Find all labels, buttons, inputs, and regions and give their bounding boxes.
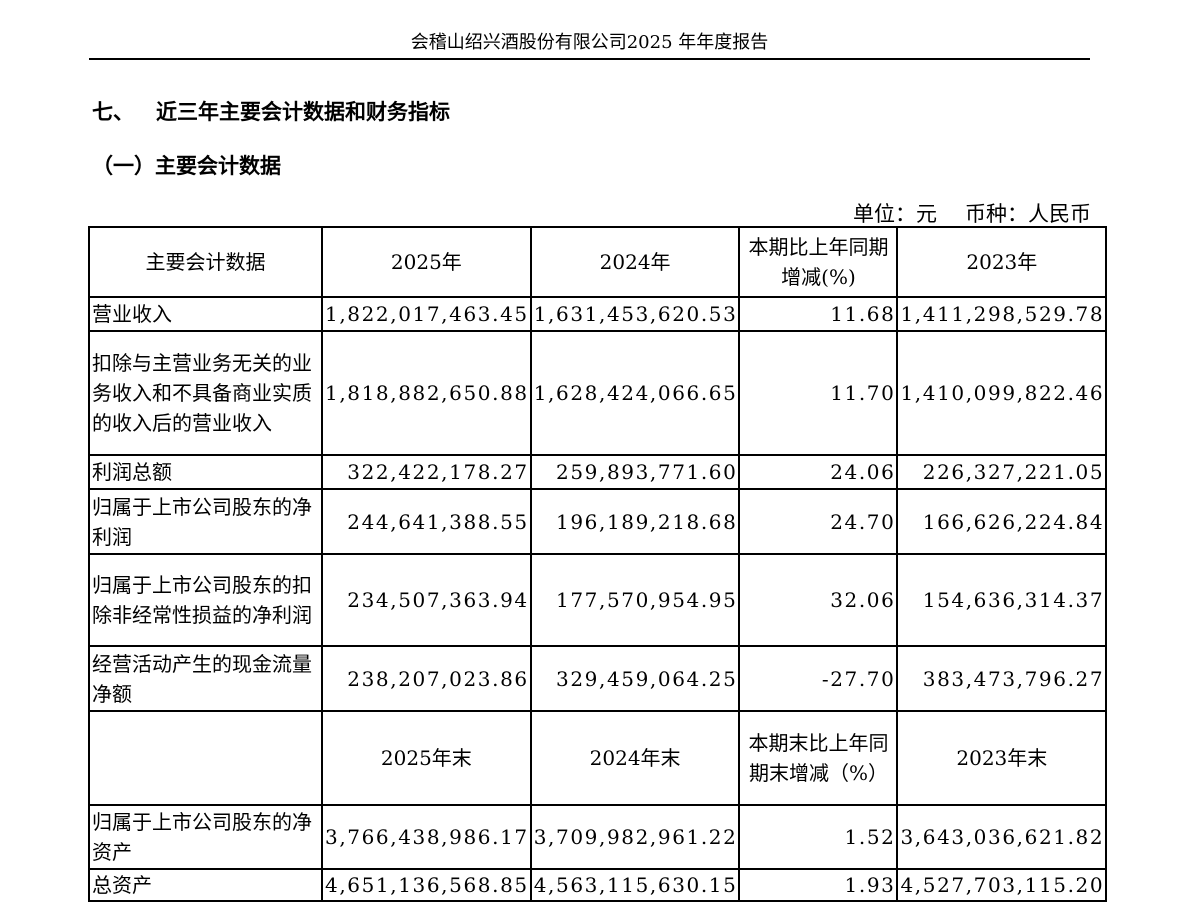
row-label: 归属于上市公司股东的扣除非经常性损益的净利润 [88,553,323,647]
section-number: 七、 [92,100,134,124]
header-rule [89,58,1090,60]
value-cell: 329,459,064.25 [529,645,741,712]
table-header-row: 2025年末 2024年末 本期末比上年同期末增减（%） 2023年末 [88,710,1108,806]
currency-label: 币种：人民币 [965,202,1091,226]
value-cell: 1.93 [738,868,899,902]
value-cell: 3,709,982,961.22 [529,804,741,870]
table-row: 归属于上市公司股东的净利润 244,641,388.55 196,189,218.6… [88,488,1108,555]
value-cell: 244,641,388.55 [321,488,532,555]
header-cell: 2023年末 [896,710,1108,806]
value-cell: 166,626,224.84 [896,488,1108,555]
table-row: 总资产 4,651,136,568.85 4,563,115,630.15 1.93 4… [88,868,1108,902]
section-heading: 七、 近三年主要会计数据和财务指标 [92,96,450,126]
header-cell: 主要会计数据 [88,226,323,298]
value-cell: 4,651,136,568.85 [321,868,532,902]
header-cell: 本期比上年同期增减(%) [738,226,899,298]
table-row: 经营活动产生的现金流量净额 238,207,023.86 329,459,064.2… [88,645,1108,712]
value-cell: 1,628,424,066.65 [529,330,741,456]
value-cell: 32.06 [738,553,899,647]
value-cell: 383,473,796.27 [896,645,1108,712]
unit-label: 单位：元 [853,202,937,226]
header-cell: 2024年 [529,226,741,298]
value-cell: 154,636,314.37 [896,553,1108,647]
value-cell: 1,411,298,529.78 [896,296,1108,332]
value-cell: 259,893,771.60 [529,454,741,490]
table-row: 归属于上市公司股东的扣除非经常性损益的净利润 234,507,363.94 177,… [88,553,1108,647]
value-cell: 3,766,438,986.17 [321,804,532,870]
header-cell: 2025年 [321,226,532,298]
row-label: 经营活动产生的现金流量净额 [88,645,323,712]
row-label: 总资产 [88,868,323,902]
row-label: 扣除与主营业务无关的业务收入和不具备商业实质的收入后的营业收入 [88,330,323,456]
header-cell: 2023年 [896,226,1108,298]
row-label: 归属于上市公司股东的净资产 [88,804,323,870]
value-cell: -27.70 [738,645,899,712]
value-cell: 1,631,453,620.53 [529,296,741,332]
value-cell: 24.70 [738,488,899,555]
header-cell: 本期末比上年同期末增减（%） [738,710,899,806]
value-cell: 1,410,099,822.46 [896,330,1108,456]
table-header-row: 主要会计数据 2025年 2024年 本期比上年同期增减(%) 2023年 [88,226,1108,298]
subsection-heading: （一）主要会计数据 [92,154,281,178]
document-header: 会稽山绍兴酒股份有限公司2025 年年度报告 [410,32,769,53]
value-cell: 1,818,882,650.88 [321,330,532,456]
header-cell: 2024年末 [529,710,741,806]
table-row: 营业收入 1,822,017,463.45 1,631,453,620.53 11.6… [88,296,1108,332]
accounting-data-table: 主要会计数据 2025年 2024年 本期比上年同期增减(%) 2023年 营业收入 1,8… [88,226,1108,902]
table-row: 归属于上市公司股东的净资产 3,766,438,986.17 3,709,982,9… [88,804,1108,870]
value-cell: 238,207,023.86 [321,645,532,712]
value-cell: 4,527,703,115.20 [896,868,1108,902]
header-cell: 2025年末 [321,710,532,806]
value-cell: 322,422,178.27 [321,454,532,490]
table-row: 扣除与主营业务无关的业务收入和不具备商业实质的收入后的营业收入 1,818,882… [88,330,1108,456]
value-cell: 234,507,363.94 [321,553,532,647]
value-cell: 24.06 [738,454,899,490]
value-cell: 177,570,954.95 [529,553,741,647]
row-label: 营业收入 [88,296,323,332]
row-label: 利润总额 [88,454,323,490]
value-cell: 226,327,221.05 [896,454,1108,490]
table-row: 利润总额 322,422,178.27 259,893,771.60 24.06 226… [88,454,1108,490]
value-cell: 11.68 [738,296,899,332]
value-cell: 3,643,036,621.82 [896,804,1108,870]
unit-note: 单位：元 币种：人民币 [853,198,1091,228]
header-cell [88,710,323,806]
value-cell: 11.70 [738,330,899,456]
row-label: 归属于上市公司股东的净利润 [88,488,323,555]
value-cell: 196,189,218.68 [529,488,741,555]
section-title: 近三年主要会计数据和财务指标 [156,100,450,124]
value-cell: 4,563,115,630.15 [529,868,741,902]
value-cell: 1,822,017,463.45 [321,296,532,332]
value-cell: 1.52 [738,804,899,870]
